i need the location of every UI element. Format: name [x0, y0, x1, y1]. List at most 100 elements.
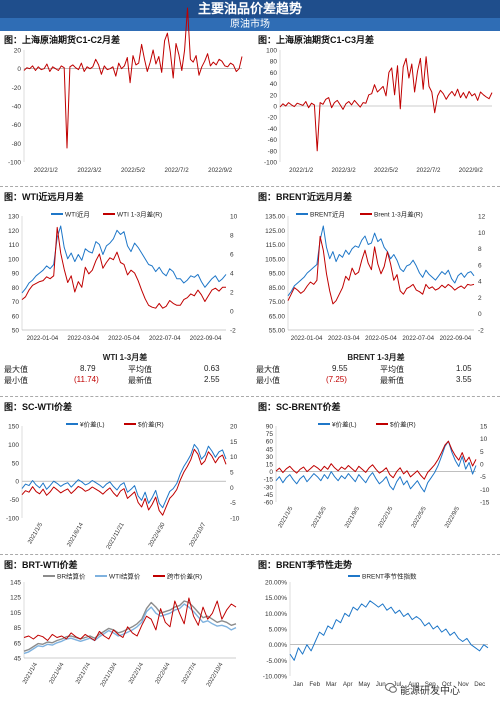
y-tick-label: 110: [9, 242, 20, 249]
y-tick-label: 10.00%: [265, 611, 287, 618]
divider: [0, 554, 500, 555]
y-tick-label: -50: [10, 497, 20, 504]
y-tick-label: 100: [8, 256, 19, 263]
y-tick-label: 130: [8, 214, 19, 221]
chart-brent-seasonal: 20.00% 15.00% 10.00% 5.00% 0.00% -5.00% -10.00…: [263, 572, 489, 688]
y2-tick-label: 10: [230, 454, 238, 461]
series-line-3: [23, 597, 237, 641]
x-tick-label: 2022-07-04: [402, 335, 434, 342]
x-tick-label: 2021/1/4: [22, 661, 39, 685]
y-tick-label: -100: [8, 160, 21, 167]
x-tick-label: 2022/7/2: [165, 167, 190, 174]
divider: [0, 396, 500, 397]
y2-tick-label: -15: [480, 500, 490, 507]
series-line-2: [23, 603, 237, 655]
y-tick-label: 0: [269, 469, 273, 476]
y-tick-label: 20: [14, 48, 22, 55]
series-line-2: [21, 226, 226, 309]
y2-tick-label: 0: [478, 311, 482, 318]
y-tick-label: 20: [270, 92, 278, 99]
x-tick-label: 2022-07-04: [149, 335, 181, 342]
y-tick-label: 100: [8, 442, 19, 449]
x-tick-label: Sep: [425, 681, 437, 688]
panel-title-3: 图：WTI近远月月差: [4, 192, 84, 202]
chart-sc-c1c2: 20 0 -20 -40 -60 -80 -100 2022/1/2 2022/3/2 2022/…: [8, 7, 243, 174]
panel-title-1: 图：上海原油期货C1-C2月差: [4, 35, 121, 45]
x-tick-label: 2022/5/2: [374, 167, 399, 174]
y-tick-label: 60: [12, 313, 20, 320]
panel-title-8: 图：BRENT季节性走势: [258, 560, 352, 570]
x-tick-label: Jun: [376, 681, 387, 688]
y-tick-label: 85: [14, 625, 22, 632]
panel-title-6: 图：SC-BRENT价差: [258, 402, 341, 412]
panel-title-7: 图：BRT-WTI价差: [4, 560, 78, 570]
x-tick-label: 2021/10/4: [100, 661, 119, 688]
legend-label: $价差(R): [138, 420, 164, 429]
x-tick-label: 2022/3/2: [332, 167, 357, 174]
y-tick-label: 45: [266, 446, 274, 453]
legend-label: BRENT近月: [310, 210, 345, 219]
x-tick-label: 2021/11/21: [106, 521, 126, 550]
y-tick-label: 120: [8, 228, 19, 235]
y-tick-label: 90: [12, 271, 20, 278]
y-tick-label: -80: [12, 141, 22, 148]
x-tick-label: Aug: [408, 681, 420, 688]
y-tick-label: 15.00%: [265, 595, 287, 602]
wti-stats-row-2: 最小值 (11.74) 最新值 2.55: [0, 375, 250, 385]
x-tick-label: May: [358, 681, 371, 688]
wti-stats-title: WTI 1-3月差: [102, 353, 148, 362]
y-tick-label: 0: [17, 66, 21, 73]
y2-tick-label: 8: [478, 246, 482, 253]
x-tick-label: 2022-03-04: [328, 335, 360, 342]
y2-tick-label: -10: [230, 516, 240, 523]
stat-label: 最大值: [256, 365, 280, 374]
chart-sc-c1c3: 100 80 60 40 20 0 -20 -40 -60 -80 -100 2022/1/2 2022…: [264, 48, 493, 174]
x-tick-label: 2022/3/2: [77, 167, 102, 174]
y-tick-label: -45: [264, 492, 274, 499]
y2-tick-label: 2: [230, 290, 234, 297]
x-tick-label: 2022/1/2: [34, 167, 59, 174]
legend-label: ¥价差(L): [332, 420, 357, 429]
y-tick-label: -30: [264, 484, 274, 491]
x-tick-label: 2022/1/5: [378, 505, 395, 529]
series-line-1: [21, 443, 227, 509]
x-tick-label: 2022-09-04: [190, 335, 222, 342]
x-tick-label: 2022/9/5: [444, 505, 461, 529]
series-line-1: [21, 225, 227, 294]
brent-stats-row-1: 最大值 9.55 平均值 1.05: [252, 364, 500, 374]
y-tick-label: -20: [12, 85, 22, 92]
y-tick-label: 145: [10, 580, 21, 587]
chart-sc-brent: 9075604530150-15-30-45-60151050-5-10-152…: [264, 420, 490, 530]
legend-label: Brent 1-3月差(R): [374, 210, 423, 219]
stat-value: (11.74): [74, 375, 99, 384]
stat-value: 0.63: [204, 364, 220, 373]
x-tick-label: Jan: [293, 681, 304, 688]
y-tick-label: 105: [10, 610, 21, 617]
y-tick-label: 0: [15, 479, 19, 486]
y2-tick-label: 4: [230, 271, 234, 278]
y-tick-label: 125.00: [265, 228, 285, 235]
section-title: 原油市场: [0, 18, 500, 31]
y-tick-label: -15: [264, 477, 274, 484]
y-tick-label: -20: [268, 115, 278, 122]
series-line-1: [289, 600, 489, 661]
brent-stats-title: BRENT 1-3月差: [347, 353, 405, 362]
y-tick-label: 85.00: [269, 285, 286, 292]
y-tick-label: 60: [266, 439, 274, 446]
divider: [0, 186, 500, 187]
y-tick-label: -10.00%: [263, 674, 287, 681]
stat-label: 最小值: [256, 376, 280, 385]
x-tick-label: 2022-05-04: [108, 335, 140, 342]
legend-label: BR结算价: [57, 572, 86, 581]
y2-tick-label: 6: [478, 262, 482, 269]
brent-stats-row-2: 最小值 (7.25) 最新值 3.55: [252, 375, 500, 385]
x-tick-label: Jul: [393, 681, 401, 688]
x-tick-label: 2021/4/4: [49, 661, 66, 685]
y-tick-label: 80: [12, 285, 20, 292]
y-tick-label: -40: [12, 104, 22, 111]
report-title: 主要油品价差趋势: [0, 0, 500, 18]
panel-title-2: 图：上海原油期货C1-C3月差: [258, 35, 375, 45]
legend-label: WTI结算价: [109, 572, 141, 581]
y-tick-label: 15: [266, 462, 274, 469]
